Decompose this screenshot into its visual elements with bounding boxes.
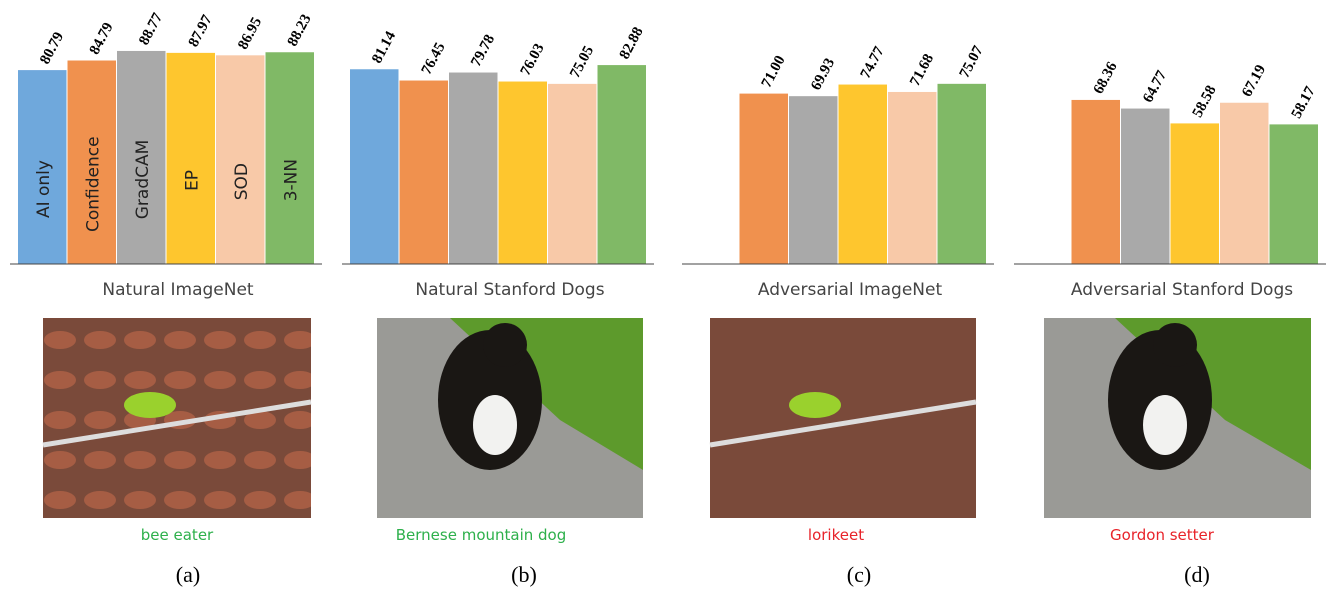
bar xyxy=(838,84,887,264)
data-label: 76.03 xyxy=(518,41,548,78)
chart-title: Adversarial ImageNet xyxy=(758,280,943,300)
data-label: 82.88 xyxy=(617,25,647,62)
panel-label: (a) xyxy=(176,562,200,587)
bar xyxy=(1121,108,1170,264)
photo xyxy=(709,318,977,518)
bar xyxy=(597,65,646,264)
bar xyxy=(1170,123,1219,265)
image-caption: lorikeet xyxy=(808,526,864,544)
bar-category-label: Confidence xyxy=(83,136,103,232)
data-label: 80.79 xyxy=(37,30,67,67)
data-label: 74.77 xyxy=(858,44,888,82)
data-label: 88.23 xyxy=(285,12,315,49)
chart-title: Adversarial Stanford Dogs xyxy=(1071,280,1293,300)
data-label: 67.19 xyxy=(1239,62,1269,99)
photo xyxy=(1044,318,1311,518)
data-label: 68.36 xyxy=(1091,59,1121,97)
bar xyxy=(1071,99,1120,264)
data-label: 76.45 xyxy=(419,40,449,77)
bar xyxy=(216,55,265,264)
bar xyxy=(265,52,314,264)
photo xyxy=(377,318,643,518)
bar-category-label: 3-NN xyxy=(281,159,301,201)
data-label: 88.77 xyxy=(136,10,166,48)
bar-category-label: SOD xyxy=(232,163,252,200)
bar xyxy=(548,83,597,264)
data-label: 86.95 xyxy=(235,15,265,52)
bar xyxy=(18,70,67,264)
image-caption: Gordon setter xyxy=(1110,526,1215,544)
data-label: 87.97 xyxy=(186,12,216,50)
image-caption: bee eater xyxy=(141,526,214,544)
bar xyxy=(937,83,986,264)
data-label: 58.58 xyxy=(1190,83,1220,120)
data-label: 79.78 xyxy=(468,32,498,69)
data-label: 69.93 xyxy=(808,56,838,93)
data-label: 81.14 xyxy=(369,28,399,66)
data-label: 84.79 xyxy=(87,20,117,57)
data-label: 64.77 xyxy=(1140,68,1170,106)
bar xyxy=(1269,124,1318,264)
image-caption: Bernese mountain dog xyxy=(396,526,567,544)
bar xyxy=(350,69,399,264)
data-label: 71.00 xyxy=(759,53,789,90)
data-label: 75.05 xyxy=(567,43,597,80)
bar xyxy=(67,60,116,265)
data-label: 75.07 xyxy=(957,43,987,81)
bar xyxy=(117,50,166,265)
bar xyxy=(888,91,937,264)
data-label: 58.17 xyxy=(1289,84,1319,122)
bar-category-label: EP xyxy=(182,170,202,191)
data-label: 71.68 xyxy=(907,52,937,89)
bar xyxy=(399,80,448,265)
bar xyxy=(498,81,547,264)
panel-label: (b) xyxy=(511,562,537,587)
bar xyxy=(789,96,838,264)
bar-category-label: GradCAM xyxy=(133,140,153,220)
panel-label: (c) xyxy=(847,562,871,587)
bar xyxy=(739,93,788,264)
panel-label: (d) xyxy=(1184,562,1210,587)
chart-title: Natural Stanford Dogs xyxy=(415,280,604,300)
bar xyxy=(1220,102,1269,264)
bar xyxy=(449,72,498,264)
bar-category-label: AI only xyxy=(34,160,54,218)
bar xyxy=(166,52,215,264)
photo xyxy=(42,318,312,518)
chart-title: Natural ImageNet xyxy=(102,280,254,300)
